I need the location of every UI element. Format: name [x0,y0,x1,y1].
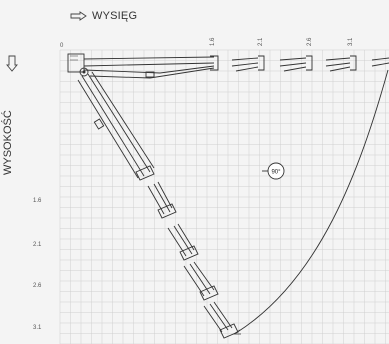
rotation-badge-label: 90° [271,170,281,176]
reach-tick-label: 3.1 [348,37,354,46]
outline-right-arrow-icon [70,11,87,21]
swing-arc [235,69,389,334]
outline-down-arrow-icon [6,55,18,72]
reach-tick-labels: 1.6 2.1 2.6 3.1 [210,37,354,46]
boom-pivot [67,53,89,77]
reach-tick-label: 1.6 [210,37,216,46]
diagonal-boom [77,71,155,181]
height-tick-label: 2.6 [33,283,42,289]
height-tick-labels: 1.6 2.1 2.6 3.1 [33,198,42,331]
horizontal-boom [83,55,219,79]
grid [59,49,389,344]
reach-label: WYSIĘG [92,10,138,22]
reach-header: WYSIĘG [70,10,137,22]
height-header: WYSOKOŚĆ [2,55,30,205]
reach-tick-label: 2.1 [258,37,264,46]
origin-label: 0 [60,43,64,49]
height-tick-label: 3.1 [33,325,42,331]
horizontal-extensions [231,55,389,72]
height-tick-label: 1.6 [33,198,42,204]
height-tick-label: 2.1 [33,242,42,248]
rotation-indicator-icon: 90° [262,162,285,180]
diagonal-extensions [147,181,239,339]
reach-tick-label: 2.6 [307,37,313,46]
